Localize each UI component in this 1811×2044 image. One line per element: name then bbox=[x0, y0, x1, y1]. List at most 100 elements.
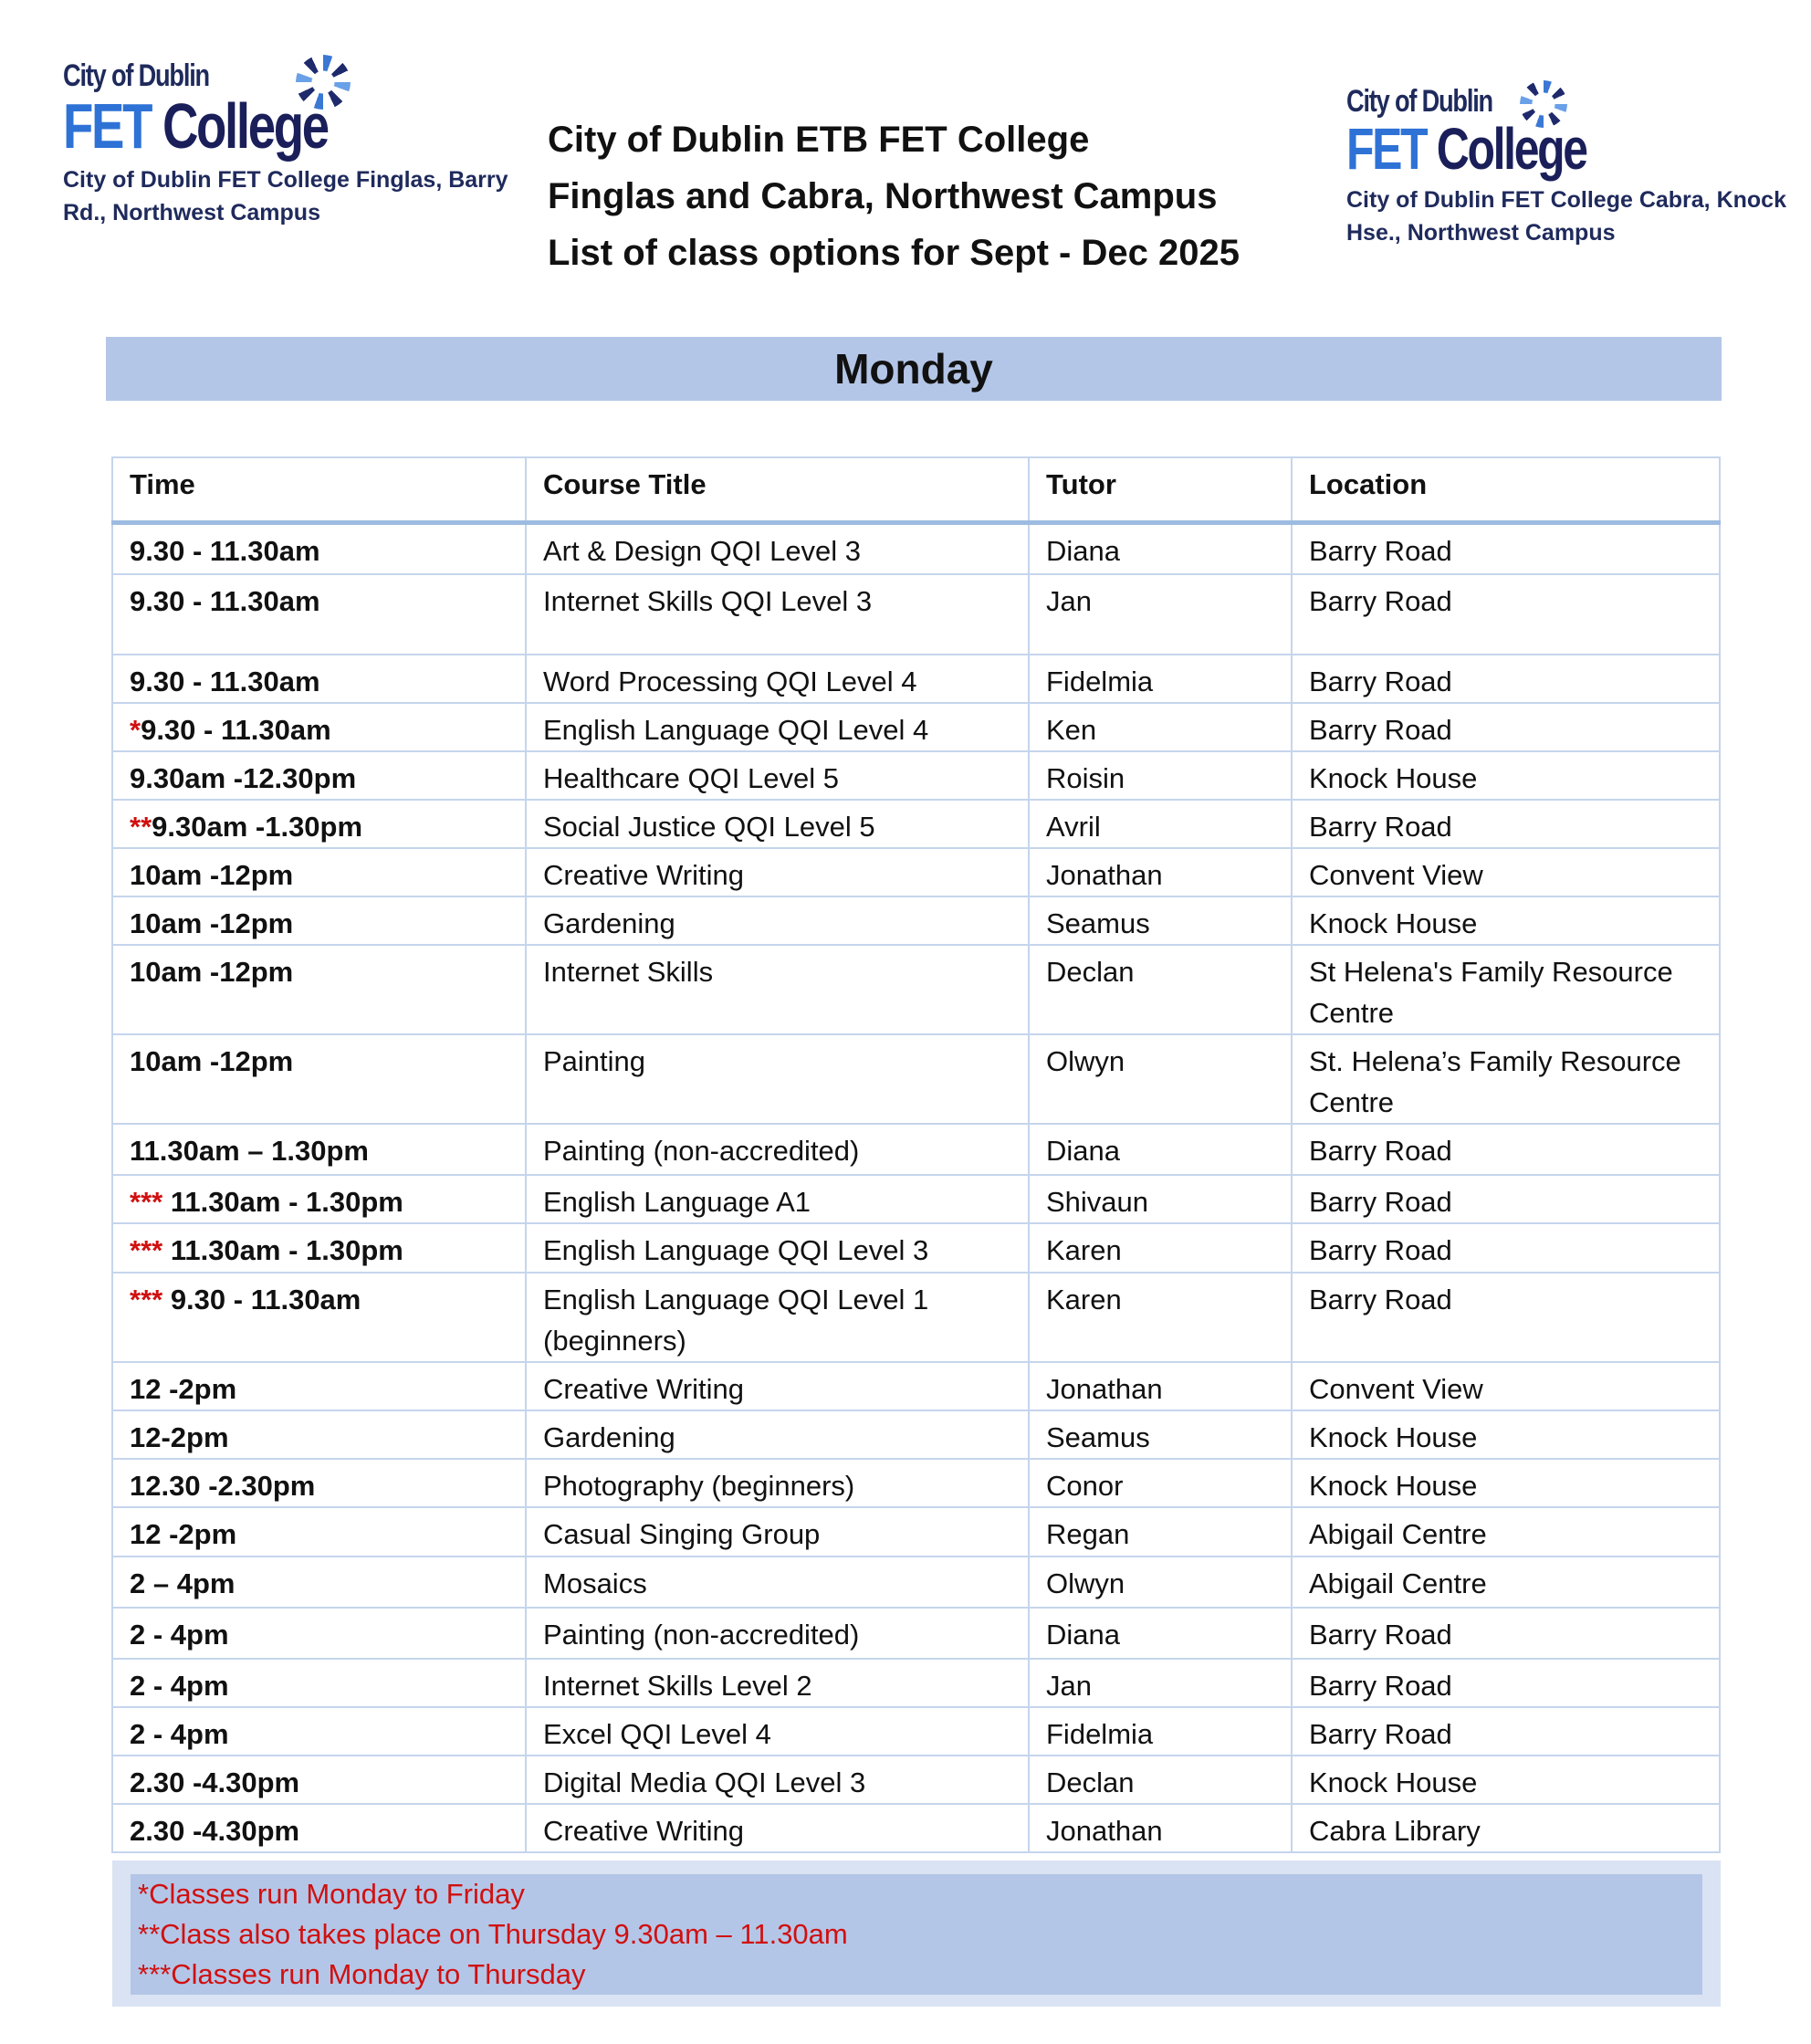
swirl-logo-icon bbox=[1520, 80, 1567, 128]
caption-line: City of Dublin FET College Cabra, Knock bbox=[1346, 187, 1786, 213]
time-text: 11.30am - 1.30pm bbox=[170, 1233, 403, 1266]
logo-cabra: City of Dublin FET College City of Dubli… bbox=[1346, 80, 1786, 249]
cell-time: 10am -12pm bbox=[111, 943, 527, 1035]
cell-location: Barry Road bbox=[1291, 572, 1721, 655]
cell-location: Knock House bbox=[1291, 749, 1721, 801]
logo-fet: FET bbox=[63, 90, 152, 162]
cell-course: Painting (non-accredited) bbox=[525, 1122, 1030, 1176]
cell-course: Excel QQI Level 4 bbox=[525, 1705, 1030, 1756]
cell-location: Barry Road bbox=[1291, 521, 1721, 575]
cell-tutor: Seamus bbox=[1028, 1409, 1293, 1460]
table-row: *** 11.30am - 1.30pm English Language QQI… bbox=[111, 1221, 1721, 1274]
cell-location: Barry Road bbox=[1291, 1606, 1721, 1660]
logo-college: College bbox=[162, 90, 330, 162]
cell-time: 2 – 4pm bbox=[111, 1555, 527, 1609]
table-row: 9.30am -12.30pm Healthcare QQI Level 5 Roi… bbox=[111, 749, 1721, 801]
logo-text: City of Dublin bbox=[1346, 84, 1493, 119]
cell-tutor: Jonathan bbox=[1028, 1802, 1293, 1853]
time-text: 9.30 - 11.30am bbox=[130, 535, 320, 567]
cell-location: Knock House bbox=[1291, 895, 1721, 946]
cell-location: Barry Road bbox=[1291, 653, 1721, 704]
cell-tutor: Karen bbox=[1028, 1271, 1293, 1363]
table-row: 12.30 -2.30pm Photography (beginners) Cono… bbox=[111, 1457, 1721, 1508]
time-text: 9.30 - 11.30am bbox=[130, 584, 320, 617]
cell-course: Gardening bbox=[525, 1409, 1030, 1460]
cell-time: *** 9.30 - 11.30am bbox=[111, 1271, 527, 1363]
cell-tutor: Shivaun bbox=[1028, 1173, 1293, 1224]
time-text: 9.30am -1.30pm bbox=[152, 810, 363, 843]
cell-tutor: Declan bbox=[1028, 1754, 1293, 1805]
cell-tutor: Roisin bbox=[1028, 749, 1293, 801]
cell-tutor: Conor bbox=[1028, 1457, 1293, 1508]
table-row: *9.30 - 11.30am English Language QQI Leve… bbox=[111, 701, 1721, 752]
cell-location: Knock House bbox=[1291, 1754, 1721, 1805]
cell-location: Barry Road bbox=[1291, 701, 1721, 752]
cell-tutor: Fidelmia bbox=[1028, 1705, 1293, 1756]
cell-tutor: Regan bbox=[1028, 1505, 1293, 1557]
table-row: 10am -12pm Internet Skills Declan St Helena… bbox=[111, 943, 1721, 1035]
cell-course: Digital Media QQI Level 3 bbox=[525, 1754, 1030, 1805]
footnote: **Class also takes place on Thursday 9.3… bbox=[138, 1918, 848, 1950]
cell-location: Convent View bbox=[1291, 846, 1721, 897]
cell-tutor: Olwyn bbox=[1028, 1032, 1293, 1125]
table-row: 10am -12pm Gardening Seamus Knock House bbox=[111, 895, 1721, 946]
time-text: 10am -12pm bbox=[130, 858, 294, 891]
cell-time: 10am -12pm bbox=[111, 895, 527, 946]
title-line: List of class options for Sept - Dec 202… bbox=[548, 233, 1240, 273]
column-header-course: Course Title bbox=[525, 456, 1030, 525]
cell-location: Barry Road bbox=[1291, 1657, 1721, 1708]
cell-course: English Language A1 bbox=[525, 1173, 1030, 1224]
cell-time: 9.30 - 11.30am bbox=[111, 572, 527, 655]
cell-course: Creative Writing bbox=[525, 1802, 1030, 1853]
time-text: 10am -12pm bbox=[130, 907, 294, 939]
cell-tutor: Jan bbox=[1028, 1657, 1293, 1708]
cell-tutor: Seamus bbox=[1028, 895, 1293, 946]
time-text: 12 -2pm bbox=[130, 1517, 237, 1550]
table-row: 2 - 4pm Painting (non-accredited) Diana Bar… bbox=[111, 1606, 1721, 1660]
table-row: 10am -12pm Creative Writing Jonathan Conven… bbox=[111, 846, 1721, 897]
cell-course: Creative Writing bbox=[525, 1360, 1030, 1411]
cell-time: 2.30 -4.30pm bbox=[111, 1754, 527, 1805]
cell-time: 12 -2pm bbox=[111, 1360, 527, 1411]
cell-tutor: Jonathan bbox=[1028, 1360, 1293, 1411]
table-row: *** 11.30am - 1.30pm English Language A1 S… bbox=[111, 1173, 1721, 1224]
table-row: 10am -12pm Painting Olwyn St. Helena’s Fami… bbox=[111, 1032, 1721, 1125]
table-row: 9.30 - 11.30am Internet Skills QQI Level … bbox=[111, 572, 1721, 655]
time-text: 12.30 -2.30pm bbox=[130, 1469, 316, 1502]
logo-college: College bbox=[1436, 116, 1588, 182]
table-header-row: Time Course Title Tutor Location bbox=[111, 456, 1721, 525]
logo-caption: City of Dublin FET College Cabra, Knock H… bbox=[1346, 183, 1786, 249]
caption-line: Rd., Northwest Campus bbox=[63, 200, 320, 225]
footnotes-box: *Classes run Monday to Friday **Class al… bbox=[112, 1861, 1721, 2007]
table-row: 2 - 4pm Internet Skills Level 2 Jan Barry R… bbox=[111, 1657, 1721, 1708]
cell-tutor: Avril bbox=[1028, 798, 1293, 849]
cell-tutor: Karen bbox=[1028, 1221, 1293, 1274]
cell-course: Art & Design QQI Level 3 bbox=[525, 521, 1030, 575]
table-row: 2.30 -4.30pm Creative Writing Jonathan Cabr… bbox=[111, 1802, 1721, 1853]
column-header-tutor: Tutor bbox=[1028, 456, 1293, 525]
time-text: 9.30am -12.30pm bbox=[130, 761, 357, 794]
cell-tutor: Jonathan bbox=[1028, 846, 1293, 897]
cell-time: 10am -12pm bbox=[111, 1032, 527, 1125]
cell-course: Social Justice QQI Level 5 bbox=[525, 798, 1030, 849]
cell-time: 9.30am -12.30pm bbox=[111, 749, 527, 801]
cell-location: Barry Road bbox=[1291, 798, 1721, 849]
footnote-marker: *** bbox=[130, 1233, 171, 1266]
cell-course: Creative Writing bbox=[525, 846, 1030, 897]
table-row: 9.30 - 11.30am Art & Design QQI Level 3 Di… bbox=[111, 521, 1721, 575]
time-text: 11.30am - 1.30pm bbox=[170, 1185, 403, 1218]
time-text: 9.30 - 11.30am bbox=[130, 665, 320, 697]
day-heading: Monday bbox=[106, 337, 1722, 401]
cell-course: Internet Skills Level 2 bbox=[525, 1657, 1030, 1708]
cell-tutor: Olwyn bbox=[1028, 1555, 1293, 1609]
cell-time: **9.30am -1.30pm bbox=[111, 798, 527, 849]
cell-time: 12.30 -2.30pm bbox=[111, 1457, 527, 1508]
cell-time: 2 - 4pm bbox=[111, 1657, 527, 1708]
cell-location: Abigail Centre bbox=[1291, 1505, 1721, 1557]
cell-course: English Language QQI Level 3 bbox=[525, 1221, 1030, 1274]
table-row: 12-2pm Gardening Seamus Knock House bbox=[111, 1409, 1721, 1460]
cell-course: Internet Skills bbox=[525, 943, 1030, 1035]
time-text: 10am -12pm bbox=[130, 955, 294, 988]
cell-time: *** 11.30am - 1.30pm bbox=[111, 1173, 527, 1224]
